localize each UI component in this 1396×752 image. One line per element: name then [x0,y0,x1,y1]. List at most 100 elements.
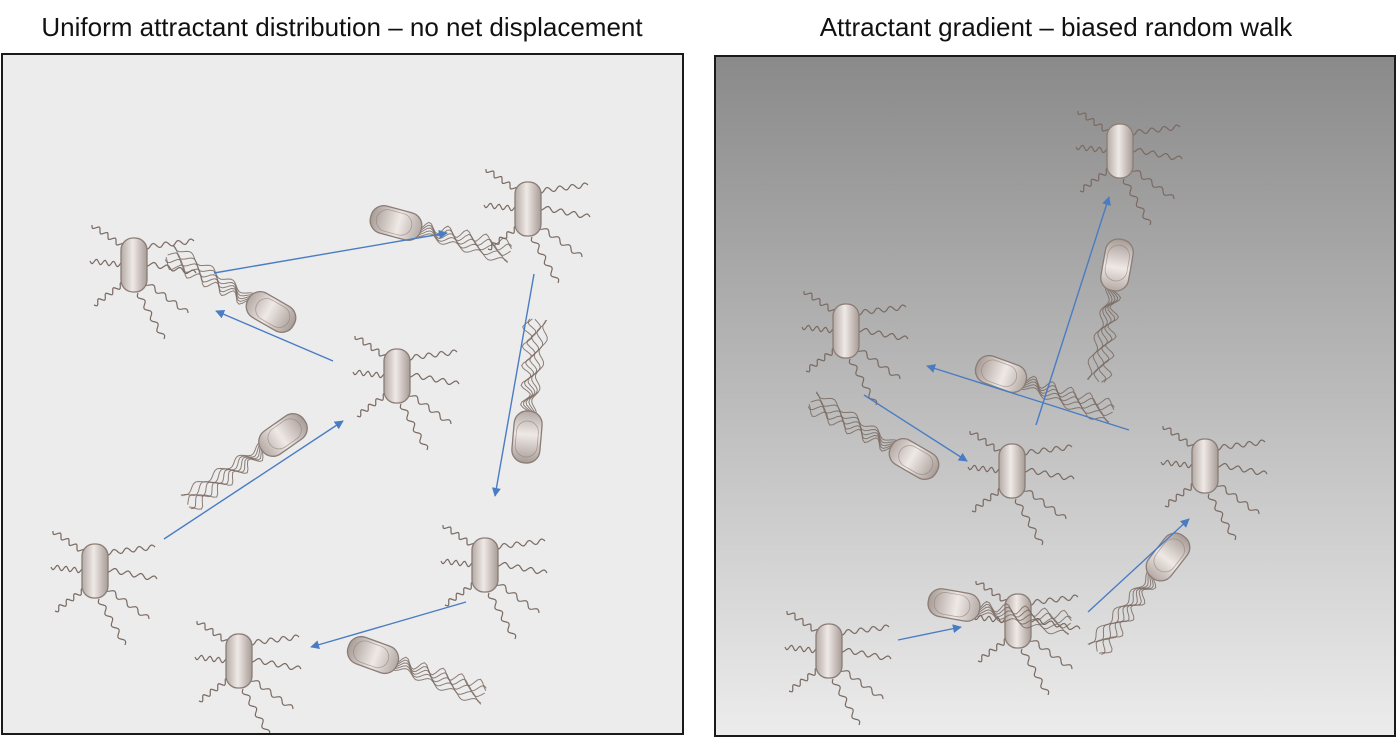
uniform-background [3,55,682,733]
flagellum [440,558,476,568]
bacterium-body [998,443,1026,499]
flagellum [537,182,589,194]
bacterium-body [832,303,860,359]
flagellum [855,304,907,316]
swimming-bacterium [974,354,1115,424]
flagellum [248,676,294,710]
flagellum [52,531,86,553]
flagellum [971,609,1069,635]
flagellum [977,637,1009,663]
flagellum [1214,481,1260,515]
flagellum [93,281,125,307]
flagellum [967,464,1003,474]
flagellum [855,328,909,340]
flagellum [406,373,460,385]
run-arrow [1087,518,1190,613]
run-arrow [163,420,344,540]
swimming-bacterium [164,244,297,334]
flagellum [810,399,899,451]
flagellum [389,660,485,698]
flagellum [248,658,302,670]
tumbling-bacterium [89,225,197,340]
flagellum [969,431,1003,453]
tumbling-bacterium [801,291,909,406]
flagellum [1088,569,1156,646]
bacterium-body [225,633,253,689]
flagellum [104,544,156,556]
flagellum [788,667,820,693]
flagellum [1021,486,1067,520]
flagellum [143,238,195,250]
flagellum [807,405,899,452]
flagellum [520,318,533,420]
left-panel-title: Uniform attractant distribution – no net… [41,12,643,42]
flagellum [1021,468,1075,480]
flagellum [399,403,429,451]
flagellum [1101,282,1122,383]
swimming-bacterium [346,635,487,705]
flagellum [194,654,230,664]
flagellum [388,662,482,704]
flagellum [815,392,900,449]
flagellum [1093,282,1116,382]
flagellum [523,318,537,420]
flagellum [971,487,1003,513]
flagellum [971,603,1072,624]
flagellum [537,206,591,218]
bacterium-body [1106,123,1134,179]
flagellum [164,258,256,305]
flagellum [248,634,300,646]
flagellum [104,586,150,620]
flagellum [1214,463,1268,475]
flagellum [356,392,388,418]
uniform-diagram [3,55,682,733]
bacterium-body [815,623,843,679]
run-arrow [1035,196,1111,426]
flagellum [1101,571,1159,655]
run-arrow [897,624,962,641]
flagellum [1098,282,1119,383]
flagellum [786,611,820,633]
flagellum [1164,482,1196,508]
flagellum [442,525,476,547]
flagellum [971,606,1071,629]
tumbling-bacterium [1160,426,1268,541]
flagellum [1020,648,1050,696]
flagellum [1129,124,1181,136]
flagellum [1087,282,1113,380]
flagellum [412,227,511,256]
flagellum [494,538,546,550]
flagellum [838,666,884,700]
flagellum [190,445,270,510]
gradient-panel [714,55,1396,737]
tumbling-bacterium [1075,111,1183,226]
swimming-bacterium [807,391,940,481]
run-arrow [215,310,334,362]
flagellum [838,624,890,636]
flagellum [801,324,837,334]
flagellum [91,225,125,247]
flagellum [181,442,268,497]
run-arrow [863,394,968,462]
flagellum [413,221,512,250]
flagellum [808,404,898,454]
flagellum [494,580,540,614]
bacterium-body [1191,438,1219,494]
flagellum [1021,444,1073,456]
run-arrow [310,601,467,650]
bacterium-body [471,537,499,593]
flagellum [143,262,197,274]
flagellum [483,202,519,212]
flagellum [975,581,1009,603]
flagellum [406,349,458,361]
flagellum [1018,378,1115,411]
flagellum [1027,594,1079,606]
flagellum [1214,439,1266,451]
flagellum [188,446,271,510]
flagellum [406,391,452,425]
bacterium-body [383,348,411,404]
run-arrow [491,273,535,497]
flagellum [1027,618,1081,630]
flagellum [412,229,508,262]
run-arrow [213,229,448,274]
